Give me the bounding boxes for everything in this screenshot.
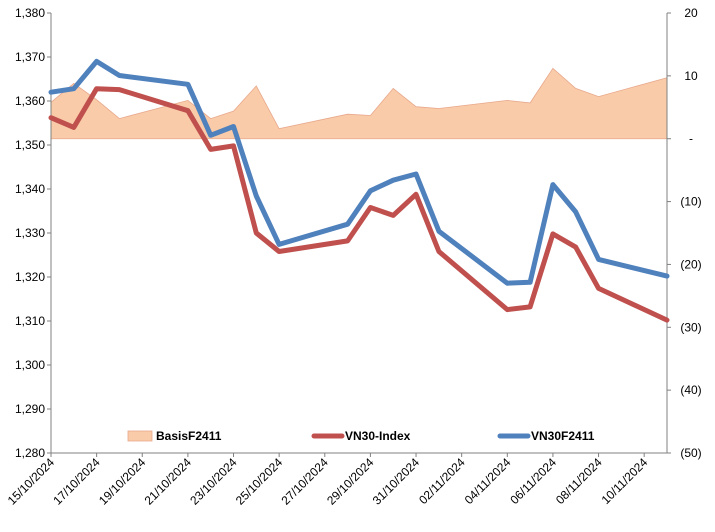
y-left-tick-label: 1,380 bbox=[15, 6, 45, 20]
legend-label-vn30-index: VN30-Index bbox=[345, 429, 411, 443]
y-right-tick-label: (20) bbox=[680, 257, 701, 271]
x-tick-label: 27/10/2024 bbox=[279, 455, 332, 508]
y-right-tick-label: 20 bbox=[684, 6, 698, 20]
y-left-tick-label: 1,310 bbox=[15, 314, 45, 328]
x-tick-label: 06/11/2024 bbox=[507, 455, 559, 507]
y-right-tick-label: (30) bbox=[680, 320, 701, 334]
y-right-tick-label: - bbox=[689, 132, 693, 146]
y-right-tick-label: (10) bbox=[680, 195, 701, 209]
x-tick-label: 19/10/2024 bbox=[96, 455, 149, 508]
y-right-tick-label: 10 bbox=[684, 69, 698, 83]
x-tick-label: 25/10/2024 bbox=[233, 455, 286, 508]
basis-area-edge bbox=[50, 67, 668, 130]
x-tick-label: 21/10/2024 bbox=[142, 455, 195, 508]
y-left-tick-label: 1,340 bbox=[15, 182, 45, 196]
x-tick-label: 31/10/2024 bbox=[370, 455, 423, 508]
series-line-vn30-index bbox=[48, 86, 670, 323]
x-tick-label: 04/11/2024 bbox=[462, 455, 514, 507]
legend-label-basisf2411: BasisF2411 bbox=[156, 429, 222, 443]
x-tick-label: 08/11/2024 bbox=[553, 455, 605, 507]
x-tick-label: 17/10/2024 bbox=[50, 455, 103, 508]
y-right-tick-label: (50) bbox=[680, 446, 701, 460]
y-left-tick-label: 1,290 bbox=[15, 402, 45, 416]
y-left-tick-label: 1,300 bbox=[15, 358, 45, 372]
y-right-tick-label: (40) bbox=[680, 383, 701, 397]
y-left-tick-label: 1,330 bbox=[15, 226, 45, 240]
series-line-vn30f2411 bbox=[48, 58, 670, 286]
y-left-tick-label: 1,360 bbox=[15, 94, 45, 108]
x-tick-label: 29/10/2024 bbox=[324, 455, 377, 508]
x-tick-label: 02/11/2024 bbox=[416, 455, 468, 507]
x-tick-label: 15/10/2024 bbox=[5, 455, 58, 508]
lines-layer bbox=[48, 58, 670, 323]
legend-swatch-basisf2411 bbox=[127, 430, 153, 442]
x-tick-label: 10/11/2024 bbox=[599, 455, 651, 507]
y-left-tick-label: 1,320 bbox=[15, 270, 45, 284]
y-left-tick-label: 1,280 bbox=[15, 446, 45, 460]
x-tick-label: 23/10/2024 bbox=[187, 455, 240, 508]
y-left-tick-label: 1,370 bbox=[15, 50, 45, 64]
legend: BasisF2411 VN30-Index VN30F2411 bbox=[127, 429, 595, 443]
legend-label-vn30f2411: VN30F2411 bbox=[531, 429, 595, 443]
y-left-tick-label: 1,350 bbox=[15, 138, 45, 152]
